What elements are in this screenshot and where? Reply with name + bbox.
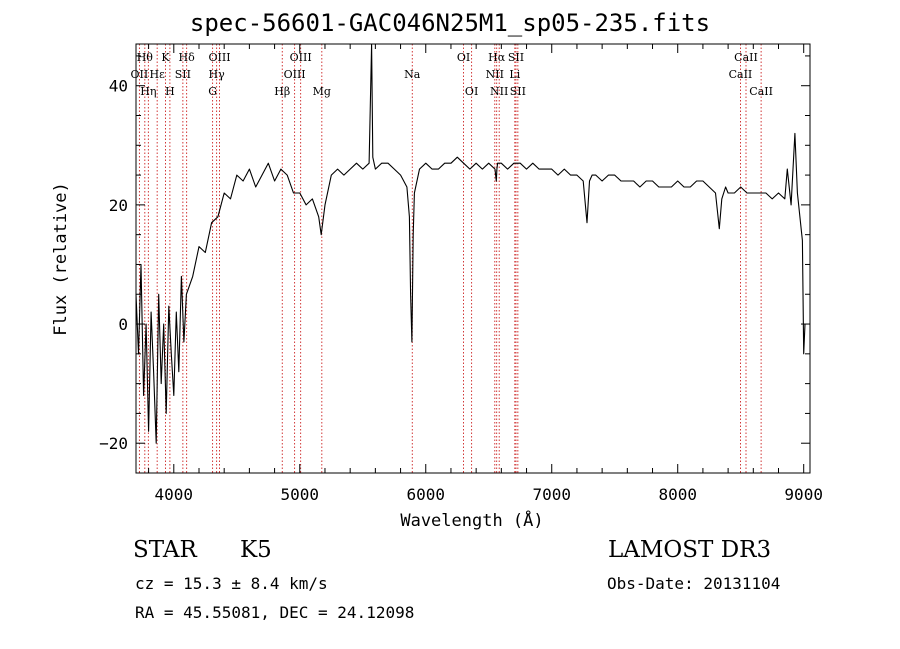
x-tick-label: 7000 bbox=[532, 485, 571, 504]
line-marker-label: Na bbox=[404, 68, 421, 81]
line-marker-label: OI bbox=[465, 85, 478, 98]
y-tick-label: 20 bbox=[109, 196, 128, 215]
line-marker-label: OIII bbox=[284, 68, 306, 81]
x-tick-label: 5000 bbox=[281, 485, 320, 504]
line-marker-label: Hθ bbox=[137, 51, 154, 64]
line-marker-label: CaII bbox=[729, 68, 753, 81]
y-axis-label: Flux (relative) bbox=[51, 182, 71, 336]
spectrum-series bbox=[135, 43, 806, 444]
line-marker-label: G bbox=[208, 85, 217, 98]
x-tick-label: 4000 bbox=[155, 485, 194, 504]
spectrum-line bbox=[135, 43, 806, 444]
chart-title: spec-56601-GAC046N25M1_sp05-235.fits bbox=[189, 9, 711, 37]
x-tick-label: 8000 bbox=[658, 485, 697, 504]
y-tick-label: 40 bbox=[109, 77, 128, 96]
line-marker-label: SII bbox=[175, 68, 191, 81]
survey-name: LAMOST DR3 bbox=[608, 537, 772, 563]
x-axis-label: Wavelength (Å) bbox=[400, 511, 544, 531]
object-subclass: K5 bbox=[240, 537, 272, 563]
line-marker-label: H bbox=[165, 85, 175, 98]
spectral-line-markers bbox=[138, 44, 762, 473]
line-marker-label: OIII bbox=[290, 51, 312, 64]
line-marker-label: CaII bbox=[734, 51, 758, 64]
line-marker-label: NII bbox=[486, 68, 504, 81]
line-marker-label: Hδ bbox=[179, 51, 196, 64]
line-marker-label: CaII bbox=[749, 85, 773, 98]
line-marker-label: OIII bbox=[208, 51, 230, 64]
axis-tick-labels: 4000 5000 6000 7000 8000 9000 −20 0 20 40 bbox=[99, 77, 823, 504]
line-marker-label: Hγ bbox=[209, 68, 226, 81]
line-marker-label: NII bbox=[490, 85, 508, 98]
x-tick-label: 6000 bbox=[406, 485, 445, 504]
line-marker-label: Hβ bbox=[274, 85, 290, 98]
observation-date: Obs-Date: 20131104 bbox=[607, 574, 781, 593]
axis-ticks bbox=[136, 44, 810, 474]
line-marker-label: OII bbox=[131, 68, 149, 81]
plot-frame bbox=[135, 43, 811, 474]
sky-coordinates: RA = 45.55081, DEC = 24.12098 bbox=[135, 603, 415, 622]
line-marker-label: Hα bbox=[488, 51, 506, 64]
y-tick-label: 0 bbox=[118, 315, 128, 334]
redshift-velocity: cz = 15.3 ± 8.4 km/s bbox=[135, 574, 328, 593]
object-class: STAR bbox=[133, 537, 197, 563]
x-tick-label: 9000 bbox=[784, 485, 823, 504]
line-marker-label: SII bbox=[510, 85, 526, 98]
y-tick-label: −20 bbox=[99, 434, 128, 453]
line-marker-label: Mg bbox=[313, 85, 331, 98]
line-marker-label: Li bbox=[509, 68, 520, 81]
spectral-line-labels: OIIHθHηHεKHSIIHδGHγOIIIHβOIIIOIIIMgNaOIO… bbox=[131, 51, 773, 98]
line-marker-label: OI bbox=[457, 51, 470, 64]
line-marker-label: SII bbox=[508, 51, 524, 64]
line-marker-label: Hη bbox=[140, 85, 156, 98]
line-marker-label: K bbox=[161, 51, 170, 64]
line-marker-label: Hε bbox=[150, 68, 166, 81]
